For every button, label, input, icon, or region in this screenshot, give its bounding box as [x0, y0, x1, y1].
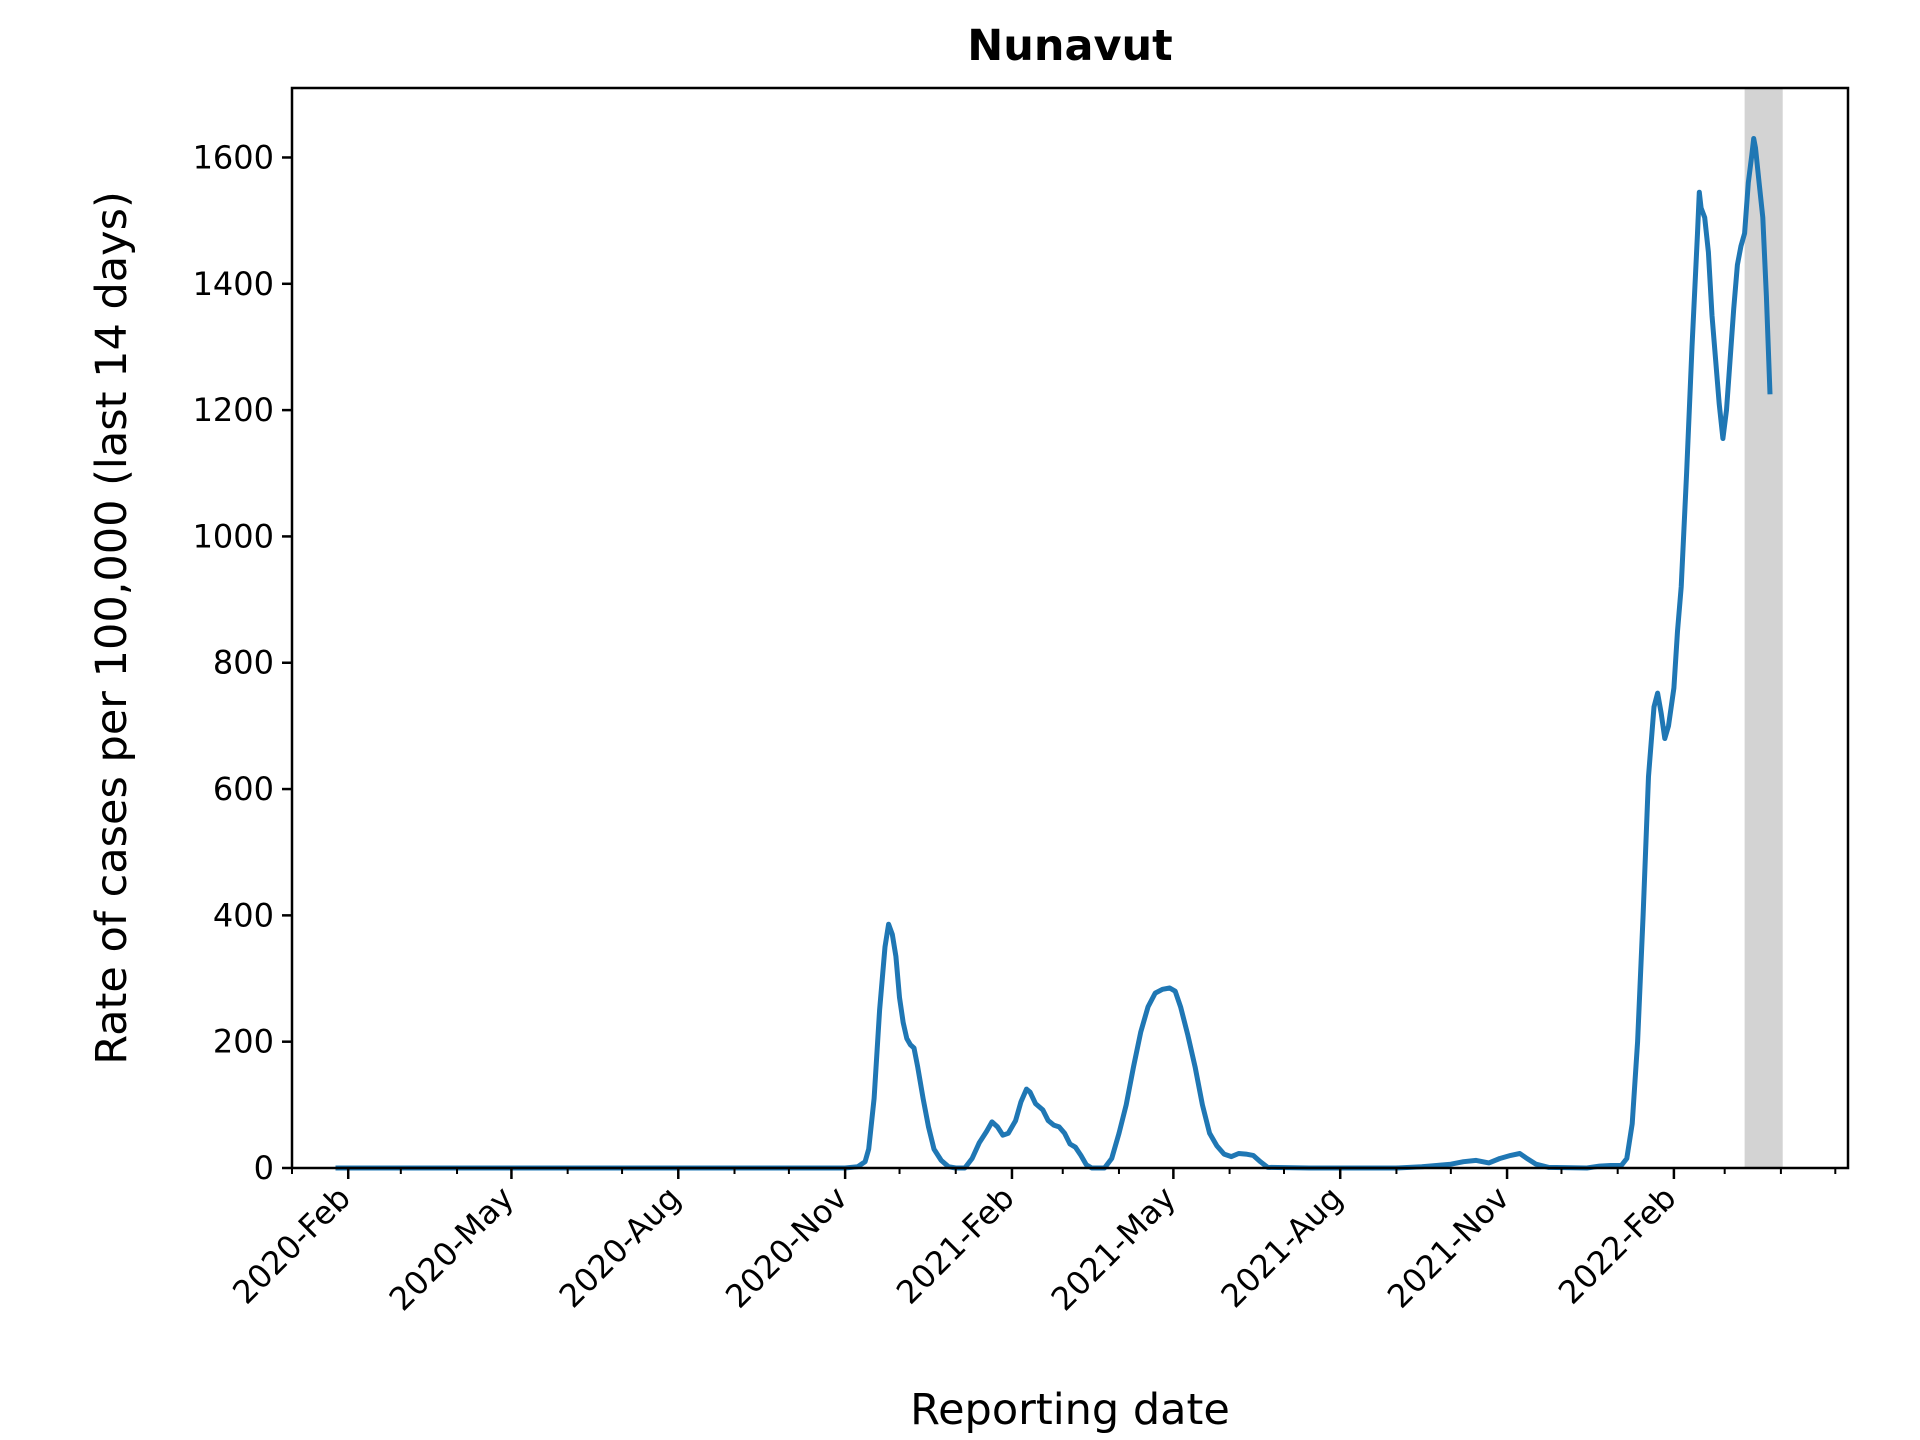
y-tick-label: 800: [213, 644, 274, 682]
x-tick-label: 2020-Feb: [225, 1179, 358, 1312]
x-tick-label: 2021-Nov: [1380, 1179, 1517, 1316]
x-axis-title: Reporting date: [910, 1385, 1230, 1435]
x-tick-label: 2020-Aug: [552, 1179, 688, 1315]
y-tick-label: 1600: [193, 138, 274, 176]
y-tick-label: 200: [213, 1023, 274, 1061]
x-tick-label: 2021-Feb: [889, 1179, 1022, 1312]
y-tick-label: 0: [254, 1149, 274, 1187]
x-tick-label: 2022-Feb: [1551, 1179, 1684, 1312]
x-tick-label: 2021-Aug: [1214, 1179, 1350, 1315]
x-tick-label: 2021-May: [1044, 1179, 1183, 1318]
y-axis-title: Rate of cases per 100,000 (last 14 days): [87, 191, 137, 1065]
y-axis: 0 200 400 600 800 1000 1200 1400 1600: [193, 138, 292, 1187]
plot-frame: [290, 86, 1850, 1170]
y-tick-label: 1000: [193, 517, 274, 555]
series-layer: [335, 136, 1773, 1171]
y-tick-label: 1200: [193, 391, 274, 429]
x-tick-label: 2020-May: [382, 1179, 521, 1318]
series-line: [335, 136, 1773, 1171]
y-tick-label: 400: [213, 896, 274, 934]
x-tick-label: 2020-Nov: [718, 1179, 855, 1316]
y-tick-label: 600: [213, 770, 274, 808]
x-axis: 2020-Feb 2020-May 2020-Aug 2020-Nov 2021-Feb…: [225, 1168, 1837, 1318]
y-tick-label: 1400: [193, 265, 274, 303]
chart-title: Nunavut: [967, 21, 1172, 71]
